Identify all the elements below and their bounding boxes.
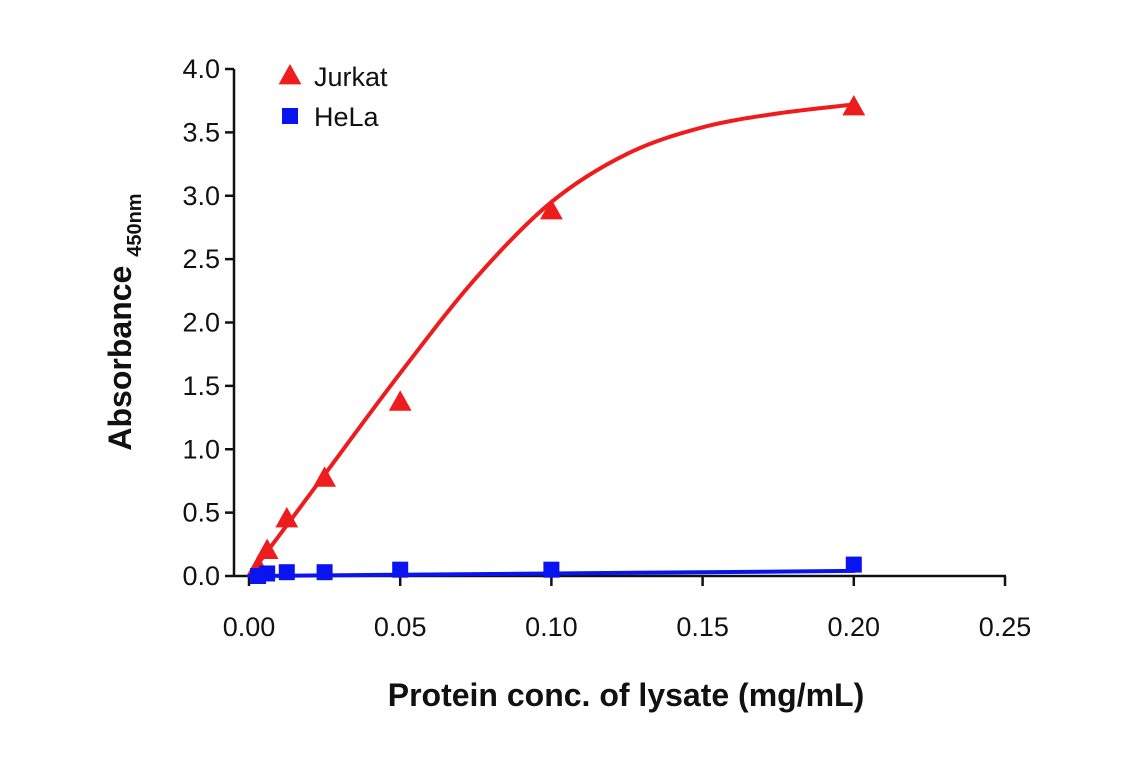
y-axis-title-main: Absorbance: [102, 266, 138, 451]
jurkat-point: [842, 95, 866, 116]
jurkat-point: [540, 198, 563, 220]
y-tick-label: 2.5: [182, 244, 220, 274]
hela-point: [278, 564, 295, 581]
y-tick-label: 4.0: [182, 54, 220, 84]
legend-marker-hela: [282, 108, 298, 124]
legend-item-hela: HeLa: [282, 102, 380, 132]
y-tick-label: 0.5: [182, 498, 220, 528]
y-axis-title-subscript: 450nm: [124, 193, 146, 256]
x-tick-label: 0.25: [979, 612, 1032, 642]
legend-marker-jurkat: [278, 64, 302, 85]
jurkat-point: [275, 506, 299, 528]
jurkat-point: [313, 466, 336, 487]
y-tick-label: 3.0: [182, 181, 220, 211]
jurkat-fit-line: [247, 102, 856, 578]
y-tick-label: 1.5: [182, 371, 220, 401]
x-axis-title: Protein conc. of lysate (mg/mL): [388, 677, 865, 713]
hela-point: [316, 564, 333, 581]
x-tick-label: 0.15: [676, 612, 729, 642]
series-jurkat: [246, 95, 866, 578]
y-tick-label: 3.5: [182, 117, 220, 147]
legend-label-jurkat: Jurkat: [314, 62, 388, 92]
series-hela: [247, 556, 862, 584]
legend-item-jurkat: Jurkat: [278, 62, 388, 92]
x-tick-label: 0.10: [525, 612, 578, 642]
hela-point: [392, 561, 409, 578]
jurkat-point: [388, 390, 412, 411]
x-tick-label: 0.05: [374, 612, 427, 642]
hela-point: [259, 565, 276, 582]
series-layer: [246, 95, 866, 584]
jurkat-point: [255, 538, 279, 560]
x-tick-label: 0.20: [828, 612, 881, 642]
hela-point: [543, 561, 560, 578]
axes: 0.0 0.5 1.0 1.5 2.0 2.5 3.0 3.5 4.0 0.00 0.05 0.10 0…: [182, 54, 1031, 642]
y-tick-label: 0.0: [182, 561, 220, 591]
x-tick-label: 0.00: [223, 612, 276, 642]
y-axis-title: Absorbance 450nm: [102, 193, 146, 450]
y-tick-label: 2.0: [182, 308, 220, 338]
hela-point: [845, 556, 862, 573]
legend: Jurkat HeLa: [278, 62, 388, 132]
legend-label-hela: HeLa: [314, 102, 380, 132]
y-tick-label: 1.0: [182, 434, 220, 464]
